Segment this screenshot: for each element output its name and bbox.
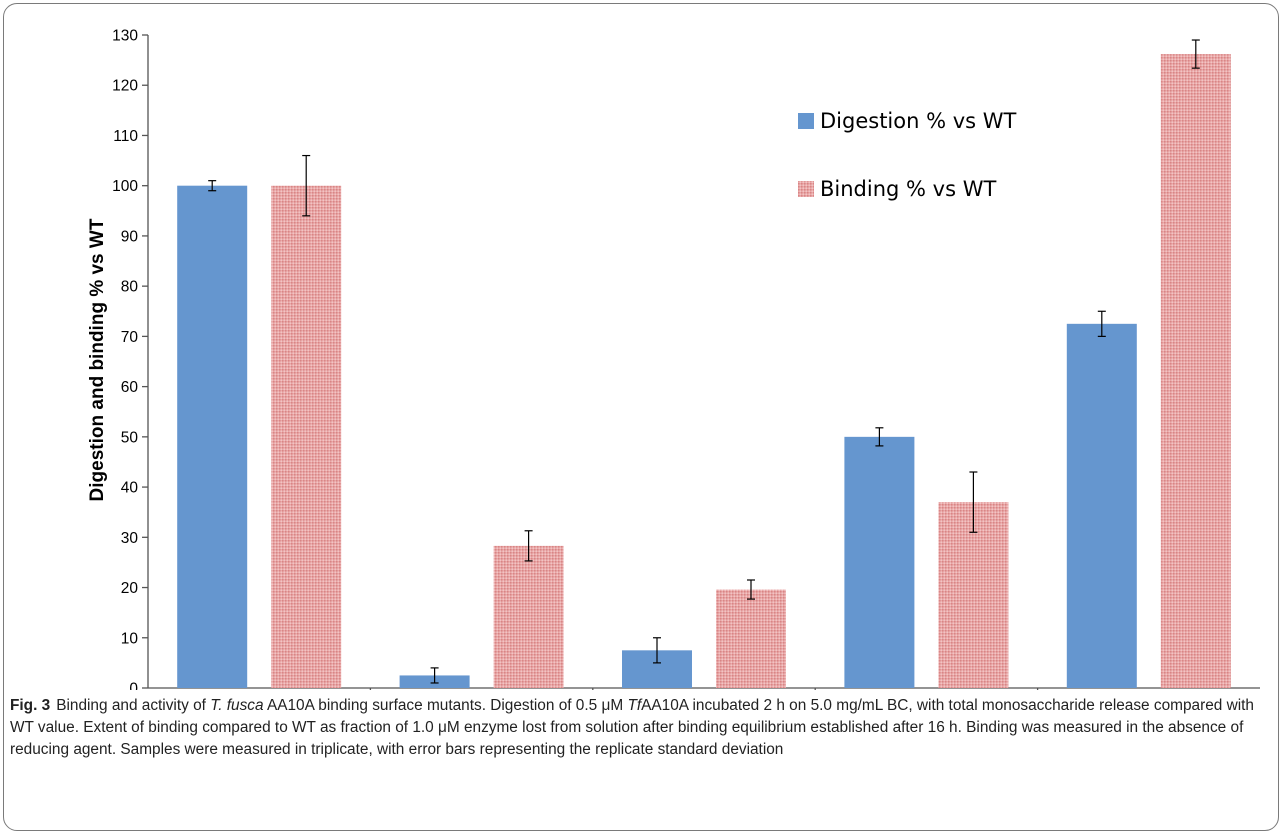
y-tick-label: 110 (113, 128, 138, 145)
bar-chart: 0102030405060708090100110120130WTH37AW82… (87, 28, 1260, 691)
y-tick-label: 80 (121, 279, 139, 296)
legend: Digestion % vs WT Binding % vs WT (798, 109, 1017, 201)
bar-binding-y213f (1160, 54, 1231, 688)
caption-text-2: AA10A binding surface mutants. Digestion… (263, 697, 628, 714)
y-tick-label: 100 (112, 178, 138, 195)
caption-italic-1: T. fusca (210, 697, 264, 714)
caption-text-3: AA10A incubated 2 h on 5.0 mg/mL BC, wit… (10, 697, 1254, 758)
axes: 0102030405060708090100110120130WTH37AW82… (112, 28, 1260, 691)
bar-digestion-n83a (844, 436, 915, 688)
bar-binding-h37a (493, 545, 564, 688)
legend-swatch-binding (798, 181, 814, 197)
legend-label-digestion: Digestion % vs WT (820, 109, 1017, 133)
y-tick-label: 90 (121, 228, 139, 245)
y-tick-label: 40 (121, 480, 139, 497)
y-tick-label: 50 (121, 429, 139, 446)
y-tick-label: 30 (121, 530, 139, 547)
caption-label: Fig. 3 (10, 697, 51, 714)
bar-digestion-wt (177, 185, 248, 688)
legend-swatch-digestion (798, 113, 814, 129)
legend-label-binding: Binding % vs WT (820, 177, 996, 201)
y-tick-label: 130 (112, 28, 138, 45)
caption-text-1: Binding and activity of (56, 697, 211, 714)
error-bars (208, 39, 1200, 684)
bar-binding-n83a (938, 502, 1009, 688)
caption-italic-2: Tf (627, 697, 642, 714)
y-axis-label: Digestion and binding % vs WT (87, 218, 108, 501)
bar-digestion-y213f (1066, 323, 1137, 688)
figure-caption: Fig. 3 Binding and activity of T. fusca A… (10, 695, 1272, 761)
figure-frame (3, 3, 1279, 831)
y-tick-label: 10 (121, 630, 139, 647)
bar-binding-wt (271, 185, 342, 688)
bar-binding-w82a (716, 589, 786, 688)
y-tick-label: 70 (121, 329, 139, 346)
y-tick-label: 0 (129, 681, 138, 691)
y-tick-label: 20 (121, 580, 139, 597)
y-tick-label: 60 (121, 379, 139, 396)
bars (177, 54, 1231, 688)
y-tick-label: 120 (112, 78, 138, 95)
